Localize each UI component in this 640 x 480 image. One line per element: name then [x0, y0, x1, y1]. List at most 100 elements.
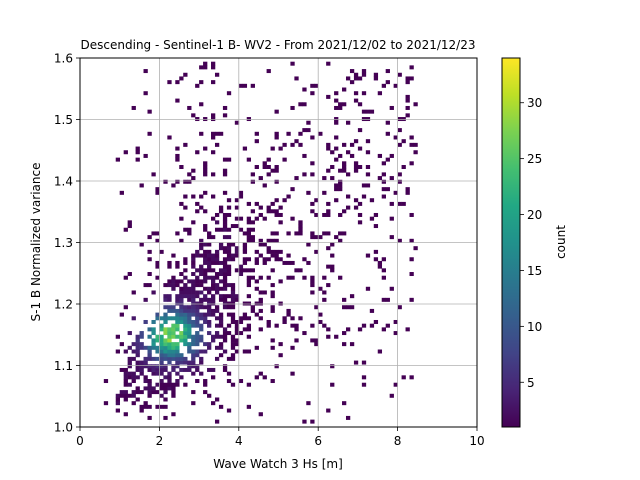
heatmap-cell: [365, 109, 371, 114]
heatmap-cell: [115, 349, 120, 354]
heatmap-cell: [226, 283, 232, 288]
heatmap-cell: [409, 76, 414, 81]
heatmap-cell: [274, 323, 279, 328]
heatmap-cell: [326, 168, 331, 173]
heatmap-cell: [385, 80, 390, 85]
heatmap-cell: [385, 187, 390, 192]
heatmap-cell: [401, 139, 406, 144]
heatmap-cell: [195, 331, 200, 336]
heatmap-cell: [123, 150, 128, 155]
heatmap-cell: [179, 238, 184, 243]
heatmap-cell: [361, 360, 367, 365]
heatmap-cell: [171, 308, 176, 313]
heatmap-cell: [195, 334, 200, 339]
heatmap-cell: [377, 260, 383, 265]
heatmap-cell: [167, 375, 172, 380]
heatmap-cell: [282, 142, 287, 147]
heatmap-cell: [131, 371, 136, 376]
heatmap-cell: [179, 279, 184, 284]
heatmap-cell: [274, 109, 279, 114]
heatmap-cell: [274, 209, 279, 214]
heatmap-cell: [195, 312, 200, 317]
heatmap-cell: [203, 319, 208, 324]
heatmap-cell: [143, 69, 148, 74]
heatmap-cell: [334, 157, 339, 162]
heatmap-cell: [135, 342, 140, 347]
heatmap-cell: [171, 275, 176, 280]
heatmap-cell: [191, 168, 196, 173]
heatmap-cell: [385, 69, 390, 74]
heatmap-cell: [250, 305, 255, 310]
heatmap-cell: [131, 105, 136, 110]
heatmap-cell: [147, 249, 152, 254]
heatmap-cell: [409, 257, 414, 262]
heatmap-cell: [191, 334, 196, 339]
heatmap-cell: [187, 297, 192, 302]
heatmap-cell: [187, 316, 192, 321]
heatmap-cell: [183, 227, 188, 232]
heatmap-cell: [226, 249, 232, 254]
heatmap-cell: [342, 87, 347, 92]
heatmap-cell: [211, 65, 216, 70]
heatmap-cell: [175, 349, 180, 354]
heatmap-cell: [222, 272, 228, 277]
heatmap-cell: [302, 275, 307, 280]
heatmap-cell: [159, 356, 164, 361]
heatmap-cell: [127, 360, 132, 365]
heatmap-cell: [254, 279, 259, 284]
heatmap-cell: [179, 216, 184, 221]
heatmap-cell: [226, 323, 232, 328]
heatmap-cell: [246, 301, 252, 306]
heatmap-cell: [222, 235, 228, 240]
heatmap-cell: [385, 323, 390, 328]
heatmap-cell: [381, 83, 386, 88]
heatmap-cell: [171, 327, 176, 332]
heatmap-cell: [334, 235, 339, 240]
heatmap-cell: [262, 216, 267, 221]
heatmap-cell: [171, 286, 176, 291]
heatmap-cell: [135, 353, 140, 358]
heatmap-cell: [314, 305, 319, 310]
heatmap-cell: [238, 194, 244, 199]
heatmap-cell: [357, 220, 363, 225]
heatmap-cell: [103, 379, 109, 384]
heatmap-cell: [218, 334, 224, 339]
heatmap-cell: [278, 249, 283, 254]
heatmap-cell: [393, 319, 398, 324]
colorbar-label: count: [554, 225, 568, 259]
heatmap-cell: [155, 231, 160, 236]
heatmap-cell: [397, 172, 402, 177]
heatmap-cell: [401, 117, 406, 122]
heatmap-cell: [270, 253, 275, 258]
heatmap-cell: [167, 279, 172, 284]
heatmap-cell: [334, 183, 339, 188]
heatmap-cell: [345, 120, 351, 125]
heatmap-cell: [357, 165, 363, 169]
heatmap-cell: [238, 83, 244, 88]
heatmap-cell: [187, 290, 192, 295]
heatmap-cell: [342, 209, 347, 214]
heatmap-cell: [246, 235, 252, 240]
x-tick-label: 8: [394, 434, 402, 448]
heatmap-cell: [389, 216, 394, 221]
heatmap-cell: [222, 105, 228, 110]
heatmap-cell: [222, 246, 228, 251]
heatmap-cell: [211, 286, 216, 291]
heatmap-cell: [250, 179, 255, 184]
heatmap-cell: [167, 334, 172, 339]
heatmap-cell: [266, 209, 271, 214]
heatmap-cell: [230, 224, 236, 229]
heatmap-cell: [349, 342, 355, 347]
heatmap-cell: [175, 345, 180, 350]
heatmap-cell: [119, 390, 124, 395]
heatmap-cell: [234, 319, 240, 324]
heatmap-cell: [115, 334, 120, 339]
heatmap-cell: [199, 305, 204, 310]
heatmap-cell: [254, 286, 259, 291]
heatmap-cell: [282, 316, 287, 321]
heatmap-cell: [203, 382, 208, 387]
heatmap-cell: [191, 390, 196, 395]
heatmap-cell: [222, 212, 228, 217]
heatmap-cell: [203, 286, 208, 291]
y-tick-label: 1.4: [54, 175, 73, 189]
